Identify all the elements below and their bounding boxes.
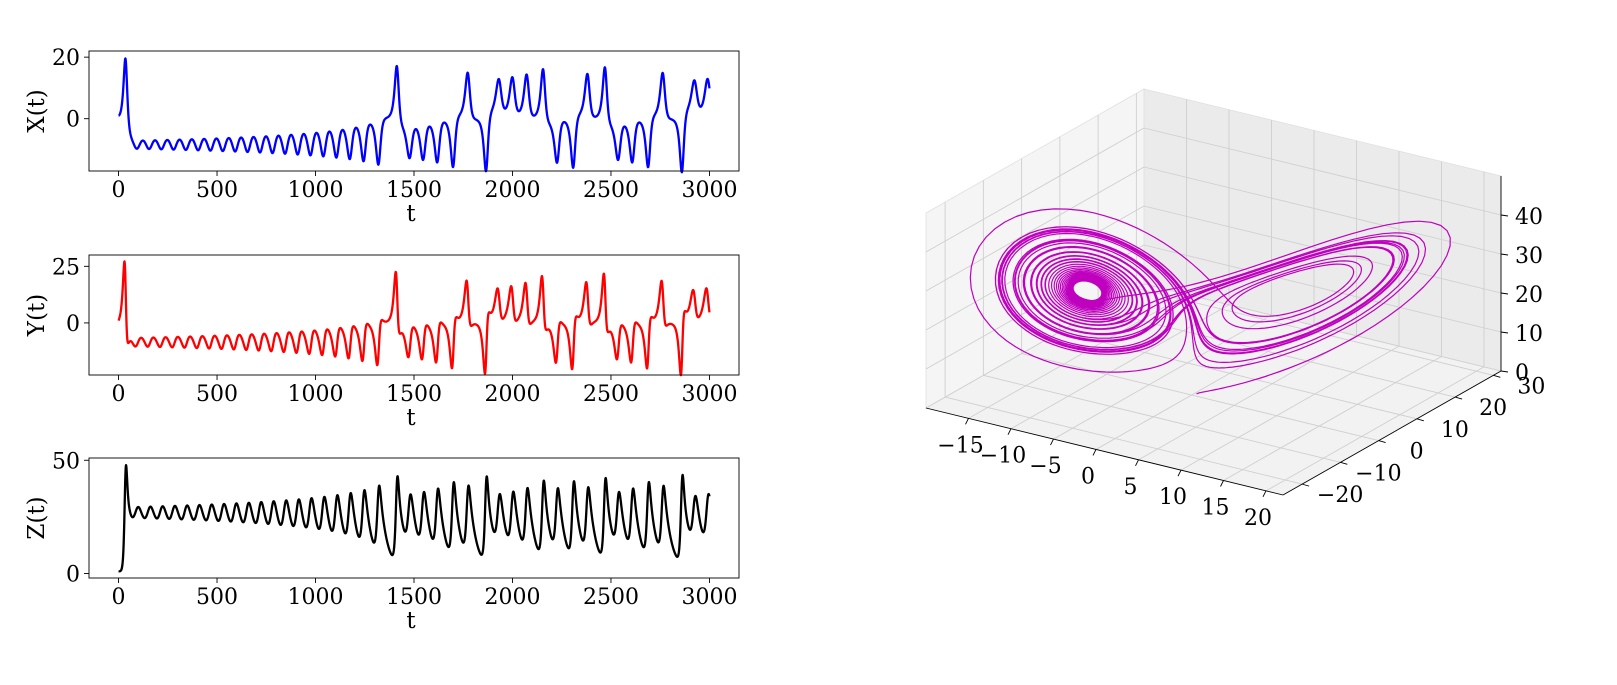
y-axes-frame (88, 254, 740, 376)
grid-line (968, 293, 1187, 419)
x-axes-frame (88, 50, 740, 172)
x-series-line (117, 57, 711, 174)
z-tick-label: 40 (1515, 205, 1543, 230)
x-tick-mark (1135, 459, 1139, 466)
y-tick-mark (1340, 461, 1348, 465)
z-x-axis-label: t (406, 608, 416, 634)
y-tick-label: 25 (52, 255, 80, 280)
x-tick-mark (1220, 480, 1224, 487)
y-tick-mark (1378, 440, 1386, 444)
y-series-line (117, 260, 711, 377)
x-tick-label: 1500 (386, 382, 442, 407)
grid-line (925, 127, 1145, 253)
lorenz-trajectory (969, 208, 1451, 395)
y-tick-label: 0 (1410, 440, 1424, 465)
x-tick-label: −10 (980, 444, 1026, 469)
y-tick-mark (1416, 418, 1424, 422)
x-tick-label: 1000 (288, 585, 344, 610)
y-tick-label: 0 (66, 562, 80, 587)
x-tick-label: 500 (196, 178, 238, 203)
grid-line (1143, 244, 1502, 333)
x-tick-label: 20 (1244, 506, 1272, 531)
grid-line (945, 396, 1303, 485)
x-tick-label: 3000 (681, 178, 737, 203)
x-tick-label: 500 (196, 382, 238, 407)
x-tick-label: 3000 (681, 382, 737, 407)
grid-line (1180, 345, 1400, 471)
x-tick-label: 1500 (386, 585, 442, 610)
grid-line (1143, 166, 1502, 255)
x-tick-label: 0 (1081, 464, 1095, 489)
y-tick-mark (1454, 396, 1463, 400)
grid-line (1021, 353, 1379, 442)
z-tick-label: 30 (1515, 244, 1543, 269)
x-tick-label: 2500 (583, 585, 639, 610)
y-tick-label: 30 (1517, 374, 1545, 399)
x-tick-label: 2000 (484, 178, 540, 203)
z-tick-mark (1500, 253, 1509, 256)
y-tick-label: −10 (1355, 461, 1401, 486)
x-tick-label: 2000 (484, 585, 540, 610)
y-tick-label: 50 (52, 449, 80, 474)
x-tick-label: 10 (1159, 485, 1187, 510)
x-tick-label: 1000 (288, 178, 344, 203)
x-tick-mark (965, 418, 969, 425)
y-tick-label: −20 (1317, 483, 1363, 508)
y-tick-mark (1493, 374, 1501, 378)
y-time-series-panel: 0 500 1000 1500 2000 2500 3000 0 25 t Y(t) (24, 254, 740, 431)
x-tick-label: 1000 (288, 382, 344, 407)
x-tick-label: 3000 (681, 585, 737, 610)
x-tick-mark (1177, 469, 1182, 477)
x-tick-mark (1050, 438, 1054, 446)
x-y-axis-label: X(t) (24, 89, 50, 133)
y-x-axis-label: t (406, 405, 416, 431)
x-tick-label: 2500 (583, 382, 639, 407)
z-tick-label: 0 (1515, 361, 1529, 386)
y-tick-label: 0 (66, 312, 80, 337)
x-tick-label: 15 (1202, 496, 1230, 521)
z-tick-mark (1500, 331, 1509, 334)
x-tick-label: −15 (937, 433, 983, 458)
x-tick-label: 2000 (484, 382, 540, 407)
z-time-series-panel: 0 500 1000 1500 2000 2500 3000 0 50 t Z(t) (24, 449, 740, 634)
x-tick-mark (1007, 428, 1012, 435)
y-tick-label: 20 (52, 46, 80, 71)
x-tick-label: 0 (112, 178, 126, 203)
grid-line (925, 166, 1145, 292)
grid-line (1053, 314, 1272, 440)
y-tick-mark (1301, 483, 1310, 487)
x-tick-label: 5 (1124, 475, 1138, 500)
x-tick-label: −5 (1029, 454, 1061, 479)
z-tick-label: 20 (1515, 283, 1543, 308)
z-tick-label: 10 (1515, 322, 1543, 347)
z-series-line (117, 464, 711, 573)
grid-line (1223, 356, 1442, 481)
grid-line (983, 374, 1341, 463)
y-tick-label: 20 (1479, 396, 1507, 421)
x-x-axis-label: t (406, 201, 416, 227)
x-time-series-panel: 0 500 1000 1500 2000 2500 3000 0 20 t X(t) (24, 46, 740, 227)
x-tick-mark (1092, 449, 1097, 456)
x-tick-label: 0 (112, 382, 126, 407)
y-tick-label: 0 (66, 108, 80, 133)
grid-line (1138, 335, 1357, 461)
z-tick-mark (1500, 370, 1509, 373)
x-tick-label: 2500 (583, 178, 639, 203)
x-tick-label: 1500 (386, 178, 442, 203)
grid-line (1265, 366, 1485, 492)
x-tick-mark (1262, 490, 1267, 498)
y-axis-line (1282, 370, 1502, 496)
z-tick-mark (1500, 214, 1509, 217)
x-tick-label: 0 (112, 585, 126, 610)
z-y-axis-label: Z(t) (24, 496, 50, 539)
z-tick-mark (1500, 292, 1509, 295)
y-y-axis-label: Y(t) (24, 294, 50, 337)
x-tick-label: 500 (196, 585, 238, 610)
y-tick-label: 10 (1441, 418, 1469, 443)
grid-line (1143, 127, 1502, 216)
